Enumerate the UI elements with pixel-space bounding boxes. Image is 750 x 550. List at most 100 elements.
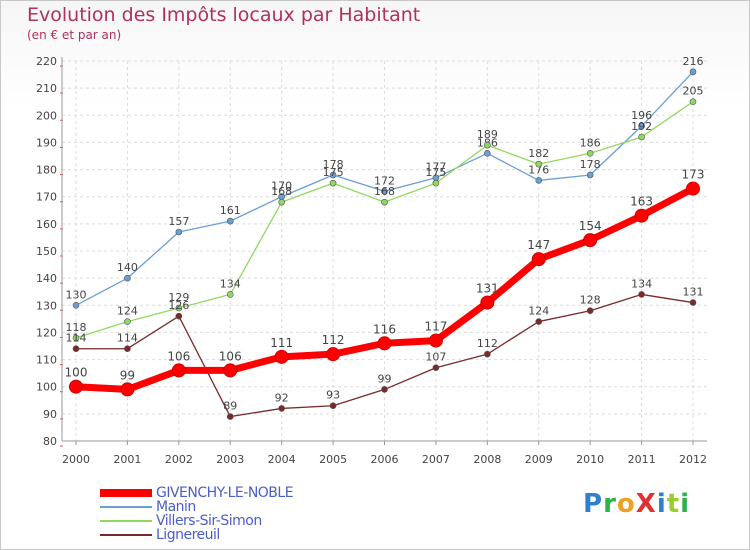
data-point bbox=[586, 171, 594, 179]
logo-letter: X bbox=[635, 489, 657, 519]
data-point bbox=[634, 208, 649, 223]
data-label: 161 bbox=[220, 204, 241, 217]
legend-label: GIVENCHY-LE-NOBLE bbox=[156, 485, 294, 501]
logo-letter: P bbox=[583, 489, 604, 519]
proxiti-logo: ProXiti bbox=[583, 489, 690, 519]
data-label: 175 bbox=[425, 166, 446, 179]
y-tick-label: 150 bbox=[36, 245, 57, 258]
legend-swatch bbox=[100, 489, 152, 497]
data-point bbox=[175, 228, 183, 236]
y-tick-label: 220 bbox=[36, 55, 57, 68]
data-point bbox=[689, 98, 697, 106]
data-label: 124 bbox=[528, 305, 549, 318]
data-label: 129 bbox=[168, 291, 189, 304]
data-point bbox=[226, 413, 234, 420]
data-point bbox=[175, 304, 183, 312]
y-tick-label: 190 bbox=[36, 136, 57, 149]
y-tick-label: 100 bbox=[36, 381, 57, 394]
legend-item: Villers-Sir-Simon bbox=[100, 513, 293, 529]
data-label: 99 bbox=[378, 372, 392, 385]
data-point bbox=[124, 318, 131, 325]
data-point bbox=[223, 363, 238, 378]
chart-legend: GIVENCHY-LE-NOBLE Manin Villers-Sir-Simon L… bbox=[100, 485, 294, 543]
series-villers-sir-simon: 118 124 129 134 168 175 168 175 189 182 186 192 205 bbox=[66, 85, 704, 342]
data-label: 163 bbox=[630, 195, 653, 209]
x-tick-label: 2010 bbox=[576, 453, 604, 466]
data-label: 130 bbox=[66, 288, 87, 301]
data-label: 134 bbox=[220, 277, 241, 290]
y-tick-label: 120 bbox=[36, 326, 57, 339]
data-point bbox=[329, 402, 337, 410]
data-label: 168 bbox=[374, 185, 395, 198]
data-point bbox=[72, 334, 80, 342]
y-tick-label: 80 bbox=[43, 435, 57, 448]
data-label: 114 bbox=[66, 332, 87, 345]
data-label: 114 bbox=[117, 332, 138, 345]
legend-label: Lignereuil bbox=[156, 527, 220, 543]
chart-title: Evolution des Impôts locaux par Habitant bbox=[27, 4, 421, 26]
data-label: 112 bbox=[477, 337, 498, 350]
legend-swatch bbox=[100, 520, 152, 522]
data-point bbox=[586, 149, 594, 157]
legend-swatch bbox=[100, 506, 152, 508]
logo-letter: r bbox=[603, 489, 617, 519]
data-point bbox=[484, 350, 491, 358]
data-point bbox=[432, 364, 440, 372]
data-point bbox=[326, 347, 341, 362]
y-tick-label: 180 bbox=[36, 164, 57, 177]
data-label: 128 bbox=[580, 294, 601, 307]
data-point bbox=[686, 181, 700, 196]
data-label: 124 bbox=[117, 305, 138, 318]
legend-swatch bbox=[100, 534, 152, 536]
x-tick-label: 2005 bbox=[319, 453, 347, 466]
legend-item: Manin bbox=[100, 499, 293, 515]
data-point bbox=[120, 382, 135, 397]
data-label: 178 bbox=[323, 158, 344, 171]
y-tick-label: 210 bbox=[36, 82, 57, 95]
data-point bbox=[381, 198, 388, 206]
data-label: 192 bbox=[631, 120, 652, 133]
x-tick-label: 2002 bbox=[165, 453, 193, 466]
logo-letter: i bbox=[656, 489, 667, 519]
data-point bbox=[124, 274, 131, 282]
data-label: 99 bbox=[120, 368, 135, 382]
data-point bbox=[586, 307, 594, 315]
y-tick-label: 200 bbox=[36, 109, 57, 122]
data-point bbox=[377, 336, 392, 351]
y-tick-label: 130 bbox=[36, 299, 57, 312]
logo-letter: t bbox=[666, 489, 681, 519]
data-label: 205 bbox=[683, 85, 704, 98]
data-label: 154 bbox=[579, 219, 602, 233]
data-point bbox=[175, 312, 183, 320]
data-label: 182 bbox=[528, 147, 549, 160]
legend-item: Lignereuil bbox=[100, 527, 293, 543]
data-point bbox=[689, 299, 697, 306]
data-point bbox=[689, 68, 697, 76]
data-label: 126 bbox=[168, 299, 189, 312]
data-point bbox=[638, 122, 645, 130]
data-label: 157 bbox=[168, 215, 189, 228]
data-point bbox=[329, 179, 337, 187]
x-tick-label: 2011 bbox=[628, 453, 656, 466]
data-point bbox=[480, 295, 495, 310]
x-tick-label: 2008 bbox=[473, 453, 501, 466]
data-label: 117 bbox=[424, 320, 447, 334]
x-tick-label: 2007 bbox=[422, 453, 450, 466]
data-point bbox=[72, 301, 80, 309]
data-point bbox=[274, 349, 289, 364]
data-label: 116 bbox=[373, 322, 396, 336]
data-point bbox=[72, 345, 80, 353]
data-label: 131 bbox=[476, 282, 499, 296]
data-label: 131 bbox=[683, 286, 704, 299]
data-label: 172 bbox=[374, 174, 395, 187]
data-label: 92 bbox=[275, 391, 289, 404]
data-label: 168 bbox=[271, 185, 292, 198]
y-tick-label: 160 bbox=[36, 218, 57, 231]
legend-label: Manin bbox=[156, 499, 196, 515]
x-tick-label: 2003 bbox=[216, 453, 244, 466]
data-point bbox=[432, 179, 440, 187]
data-label: 107 bbox=[425, 351, 446, 364]
data-point bbox=[583, 233, 598, 248]
